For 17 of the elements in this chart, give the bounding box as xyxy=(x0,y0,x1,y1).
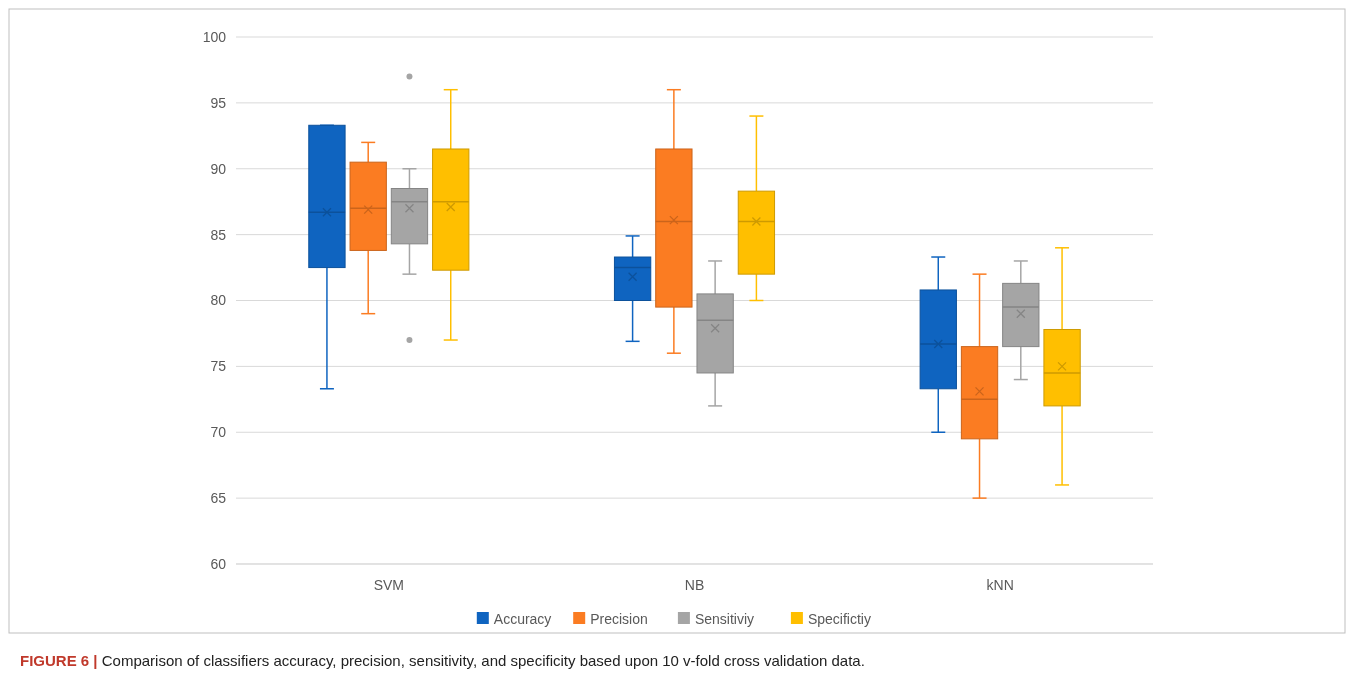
y-tick-label: 85 xyxy=(210,226,227,243)
legend-label: Precision xyxy=(590,610,648,627)
x-tick-label: SVM xyxy=(373,577,405,593)
legend-label: Sensitiviy xyxy=(694,610,755,627)
y-tick-label: 90 xyxy=(210,160,227,177)
y-tick-label: 60 xyxy=(210,555,227,572)
x-tick-label: NB xyxy=(684,577,705,593)
x-tick-label: kNN xyxy=(986,577,1014,593)
y-tick-label: 95 xyxy=(210,94,227,111)
y-tick-label: 100 xyxy=(202,28,227,45)
y-tick-label: 65 xyxy=(210,490,227,507)
legend-label: Accuracy xyxy=(493,610,552,627)
caption: FIGURE 6 | Comparison of classifiers accuracy, precision, sensitivity, and specificity based upon 10 v-fold cross validation data. xyxy=(20,652,865,669)
y-tick-label: 70 xyxy=(210,424,227,441)
y-tick-label: 75 xyxy=(210,358,227,375)
y-tick-label: 80 xyxy=(210,292,227,309)
legend-label: Specifictiy xyxy=(807,610,871,627)
